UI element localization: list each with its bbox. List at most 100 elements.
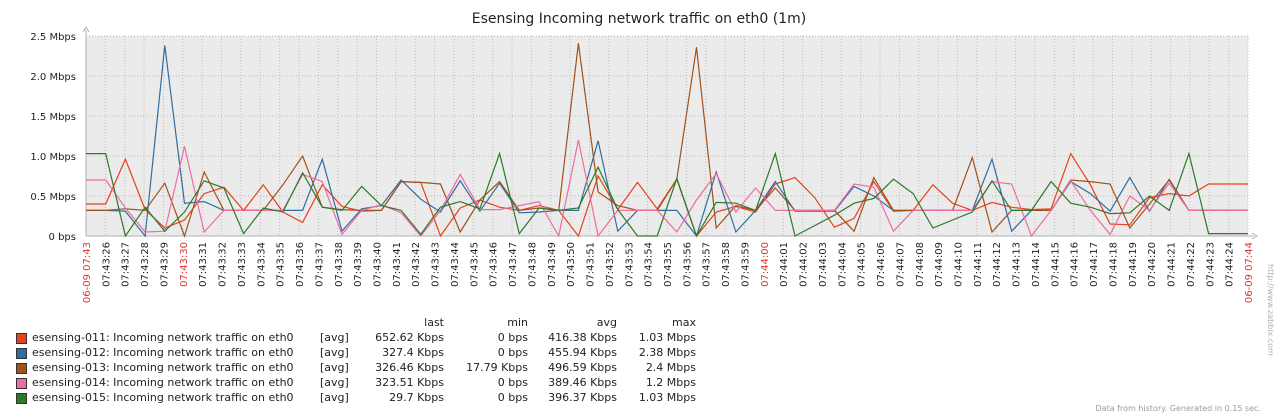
x-tick-label: 07:44:14 xyxy=(1031,242,1042,287)
legend-func: [avg] xyxy=(320,331,349,344)
y-tick-label: 1.5 Mbps xyxy=(30,112,76,123)
x-end-label: 06-09 07:44 xyxy=(1244,242,1255,303)
x-tick-label: 07:44:11 xyxy=(973,242,984,287)
legend-avg: 389.46 Kbps xyxy=(548,376,617,389)
legend-row: esensing-015: Incoming network traffic o… xyxy=(16,390,700,405)
legend-color-swatch xyxy=(16,347,27,359)
legend-max: 1.03 Mbps xyxy=(638,391,696,404)
legend-row: esensing-012: Incoming network traffic o… xyxy=(16,345,700,360)
legend-func: [avg] xyxy=(320,346,349,359)
legend: last min avg max esensing-011: Incoming … xyxy=(16,315,700,405)
x-tick-label: 07:44:06 xyxy=(876,242,887,287)
chart-title: Esensing Incoming network traffic on eth… xyxy=(472,11,807,27)
x-tick-label: 07:43:45 xyxy=(469,242,480,287)
legend-header-last: last xyxy=(424,316,444,329)
x-tick-label: 07:43:47 xyxy=(508,242,519,287)
y-tick-label: 1.0 Mbps xyxy=(30,152,76,163)
series-line xyxy=(86,151,1248,238)
legend-series-name: esensing-013: Incoming network traffic o… xyxy=(32,361,294,374)
x-tick-label: 07:43:55 xyxy=(663,242,674,287)
x-tick-label: 07:43:53 xyxy=(624,242,635,287)
legend-header-max: max xyxy=(672,316,696,329)
legend-max: 1.03 Mbps xyxy=(638,331,696,344)
x-tick-label: 07:43:44 xyxy=(450,242,461,287)
legend-func: [avg] xyxy=(320,361,349,374)
x-tick-label: 07:44:07 xyxy=(895,242,906,287)
x-tick-label: 07:44:12 xyxy=(992,242,1003,287)
y-tick-label: 0 bps xyxy=(49,232,76,243)
x-tick-label: 07:44:20 xyxy=(1147,242,1158,287)
legend-min: 0 bps xyxy=(497,331,528,344)
legend-color-swatch xyxy=(16,362,27,374)
legend-color-swatch xyxy=(16,392,27,404)
legend-avg: 455.94 Kbps xyxy=(548,346,617,359)
legend-color-swatch xyxy=(16,332,27,344)
x-tick-label: 07:43:57 xyxy=(702,242,713,287)
legend-avg: 496.59 Kbps xyxy=(548,361,617,374)
x-tick-label: 07:44:16 xyxy=(1070,242,1081,287)
x-tick-label: 07:43:41 xyxy=(392,242,403,287)
x-tick-label: 07:44:08 xyxy=(915,242,926,287)
legend-max: 2.38 Mbps xyxy=(638,346,696,359)
x-tick-label: 07:43:42 xyxy=(411,242,422,287)
x-tick-label: 07:44:02 xyxy=(799,242,810,287)
legend-last: 326.46 Kbps xyxy=(375,361,444,374)
legend-last: 323.51 Kbps xyxy=(375,376,444,389)
x-tick-label: 07:43:28 xyxy=(140,242,151,287)
x-tick-label: 07:43:51 xyxy=(586,242,597,287)
legend-name-cell: esensing-014: Incoming network traffic o… xyxy=(16,375,320,390)
zabbix-watermark: http://www.zabbix.com xyxy=(1266,264,1275,356)
x-tick-label: 07:43:58 xyxy=(721,242,732,287)
legend-header-avg: avg xyxy=(596,316,617,329)
x-tick-label: 07:43:59 xyxy=(740,242,751,287)
x-tick-label: 07:44:05 xyxy=(857,242,868,287)
x-tick-label: 07:44:10 xyxy=(954,242,965,287)
legend-func: [avg] xyxy=(320,376,349,389)
y-tick-label: 0.5 Mbps xyxy=(30,192,76,203)
x-tick-label: 07:43:54 xyxy=(644,242,655,287)
x-tick-label: 07:43:35 xyxy=(276,242,287,287)
y-tick-label: 2.5 Mbps xyxy=(30,32,76,43)
series-line xyxy=(86,139,1248,238)
x-tick-label: 07:44:15 xyxy=(1050,242,1061,287)
y-tick-label: 2.0 Mbps xyxy=(30,72,76,83)
x-tick-label: 07:43:43 xyxy=(431,242,442,287)
x-tick-label: 07:44:21 xyxy=(1167,242,1178,287)
x-tick-label: 07:43:31 xyxy=(198,242,209,287)
legend-func: [avg] xyxy=(320,391,349,404)
traffic-chart: Esensing Incoming network traffic on eth… xyxy=(30,11,1258,303)
x-tick-label: 07:43:32 xyxy=(218,242,229,287)
legend-series-name: esensing-014: Incoming network traffic o… xyxy=(32,376,294,389)
x-tick-label: 07:44:04 xyxy=(837,242,848,287)
x-tick-label: 07:43:27 xyxy=(121,242,132,287)
legend-row: esensing-013: Incoming network traffic o… xyxy=(16,360,700,375)
x-axis-arrow xyxy=(1251,232,1258,240)
legend-min: 17.79 Kbps xyxy=(466,361,528,374)
legend-avg: 396.37 Kbps xyxy=(548,391,617,404)
legend-last: 327.4 Kbps xyxy=(382,346,444,359)
legend-series-name: esensing-012: Incoming network traffic o… xyxy=(32,346,294,359)
x-tick-label: 07:44:18 xyxy=(1108,242,1119,287)
legend-color-swatch xyxy=(16,377,27,389)
legend-name-cell: esensing-013: Incoming network traffic o… xyxy=(16,360,320,375)
x-tick-label: 07:43:33 xyxy=(237,242,248,287)
x-tick-label: 07:43:48 xyxy=(527,242,538,287)
x-tick-label: 07:44:13 xyxy=(1012,242,1023,287)
x-tick-label: 07:43:46 xyxy=(489,242,500,287)
x-tick-label: 07:43:38 xyxy=(334,242,345,287)
x-tick-label: 07:44:23 xyxy=(1205,242,1216,287)
x-tick-label: 07:43:30 xyxy=(179,242,190,287)
x-tick-label: 07:44:24 xyxy=(1225,242,1236,287)
y-axis-arrow xyxy=(82,26,90,33)
x-tick-label: 07:44:09 xyxy=(934,242,945,287)
generation-footer: Data from history. Generated in 0.15 sec… xyxy=(1095,404,1261,413)
legend-max: 1.2 Mbps xyxy=(645,376,696,389)
legend-max: 2.4 Mbps xyxy=(645,361,696,374)
x-tick-label: 07:43:34 xyxy=(256,242,267,287)
legend-name-cell: esensing-015: Incoming network traffic o… xyxy=(16,390,320,405)
legend-avg: 416.38 Kbps xyxy=(548,331,617,344)
x-tick-label: 07:43:56 xyxy=(682,242,693,287)
x-tick-label: 07:43:39 xyxy=(353,242,364,287)
x-tick-label: 07:43:52 xyxy=(605,242,616,287)
x-tick-label: 07:44:03 xyxy=(818,242,829,287)
